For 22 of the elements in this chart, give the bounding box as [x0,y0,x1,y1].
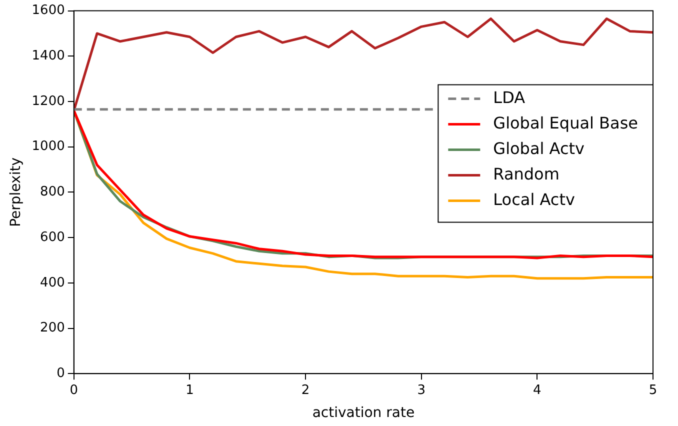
y-tick-label: 0 [56,366,65,381]
x-tick-label: 5 [648,382,658,398]
y-tick-label: 400 [40,275,65,290]
y-tick-label: 1600 [32,3,65,18]
y-tick-label: 200 [40,320,65,336]
x-tick-label: 1 [186,382,194,398]
legend-label: Random [493,164,560,184]
y-axis-title: Perplexity [8,157,24,227]
y-tick-label: 600 [40,230,65,245]
ref-line-label: LDA [493,88,526,107]
x-axis-title: activation rate [312,405,415,422]
x-tick-label: 3 [417,382,426,398]
legend-label: Global Equal Base [493,113,638,132]
x-tick-label: 4 [533,382,542,398]
y-tick-label: 800 [40,184,65,200]
legend-label: Global Actv [493,138,584,158]
x-tick-label: 2 [301,382,310,398]
y-tick-label: 1200 [32,94,65,109]
y-tick-label: 1400 [32,48,65,64]
y-tick-label: 1000 [32,139,65,154]
x-tick-label: 0 [70,382,78,398]
legend-label: Local Actv [493,190,575,209]
